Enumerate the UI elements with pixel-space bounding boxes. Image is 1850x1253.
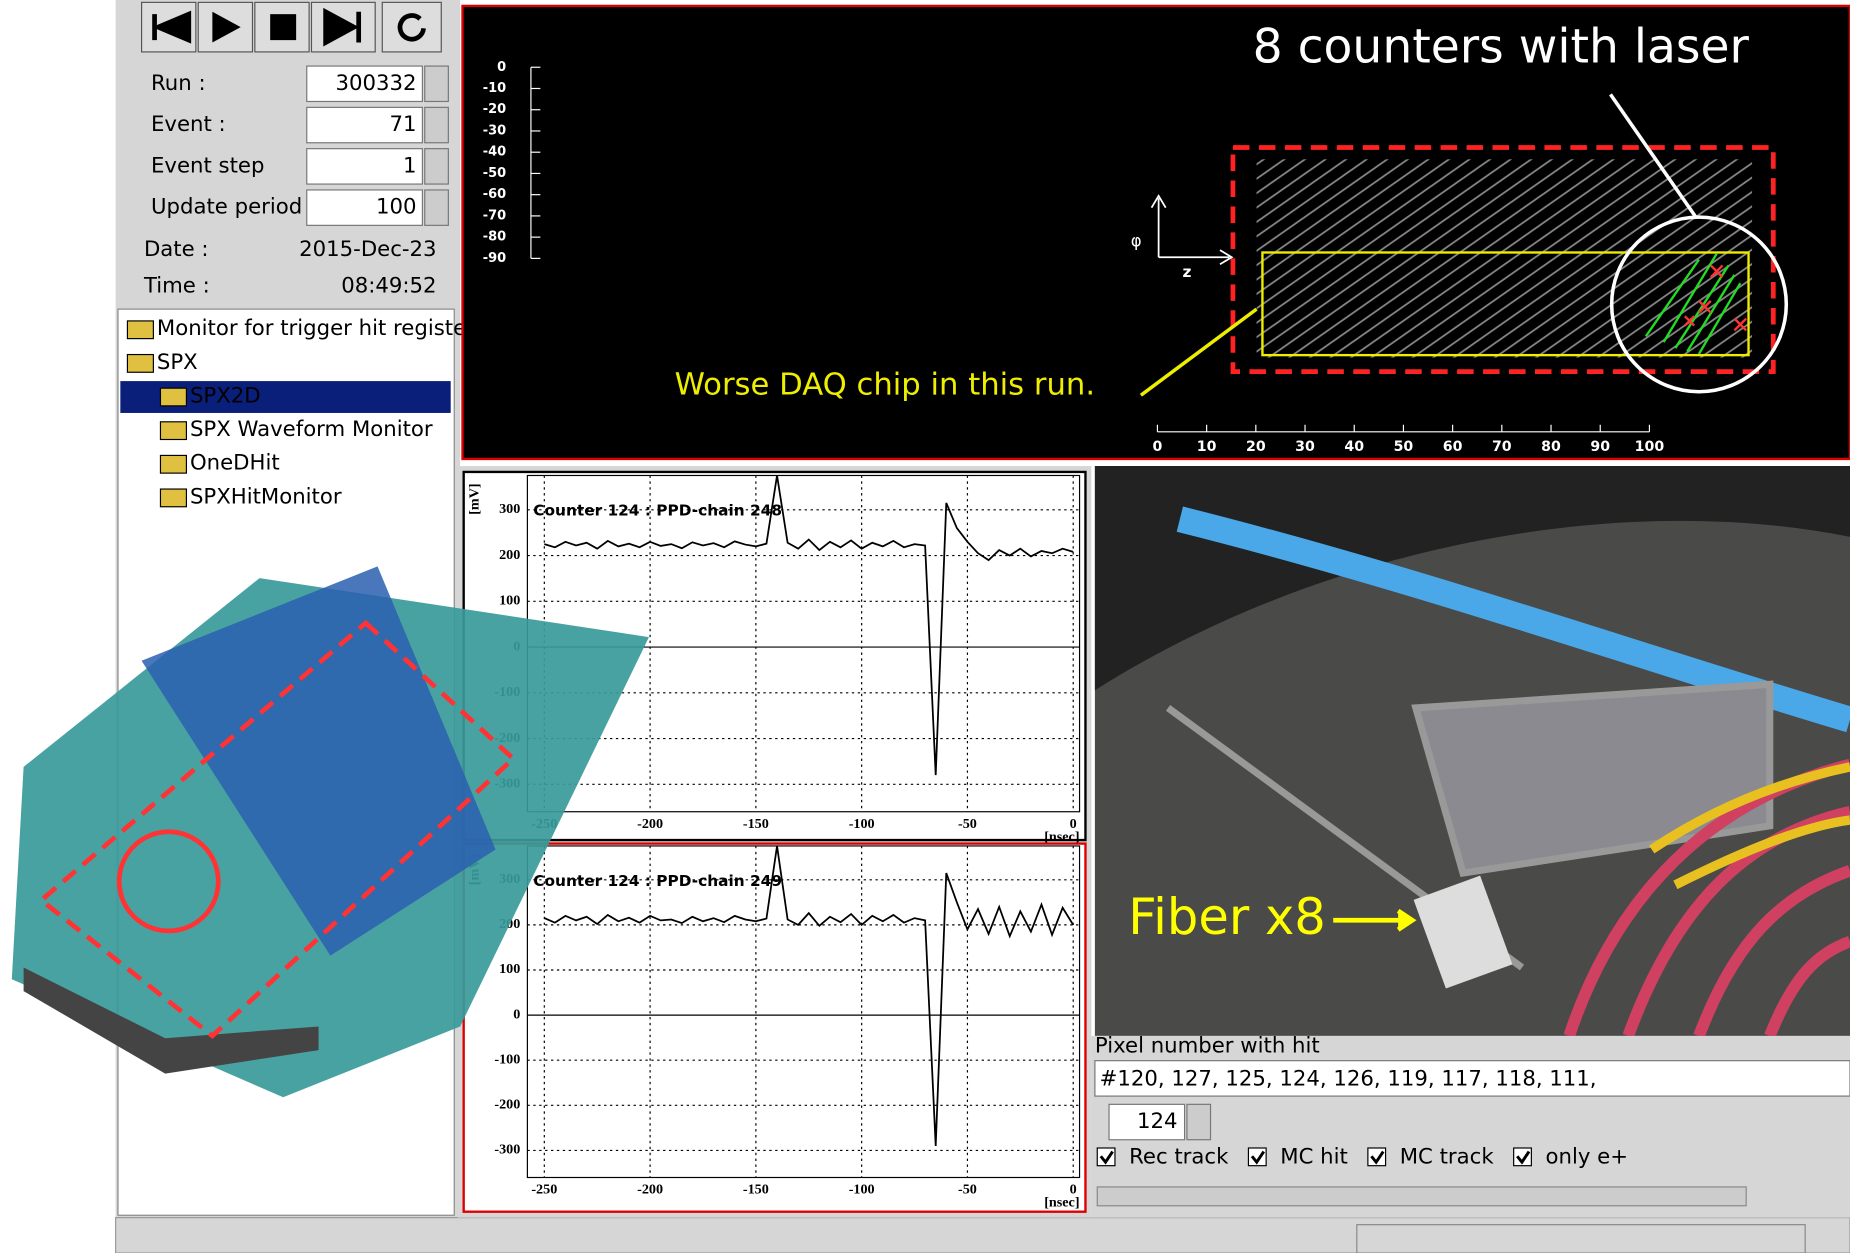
y-tick-label: -70 — [483, 208, 506, 223]
folder-icon — [160, 422, 186, 440]
y-tick-label: 100 — [499, 961, 520, 977]
x-tick-label: 80 — [1541, 439, 1561, 455]
control-label: Event : — [151, 112, 226, 137]
tree-item[interactable]: OneDHit — [190, 451, 280, 476]
x-tick-label: -100 — [849, 1182, 875, 1198]
x-tick-label: 30 — [1295, 439, 1315, 455]
phi-label: φ — [1131, 231, 1142, 250]
control-spin[interactable] — [425, 149, 449, 184]
info-value: 2015-Dec-23 — [299, 237, 436, 262]
x-tick-label: -50 — [958, 816, 977, 832]
x-tick-label: 20 — [1246, 439, 1266, 455]
control-spin[interactable] — [425, 66, 449, 101]
tree-item[interactable]: SPXHitMonitor — [190, 484, 342, 509]
x-tick-label: 0 — [1153, 439, 1163, 455]
folder-icon — [127, 355, 153, 373]
counter-spin[interactable] — [1187, 1104, 1211, 1139]
y-tick-label: -60 — [483, 187, 506, 202]
counter-value: 124 — [1137, 1109, 1178, 1134]
folder-icon — [127, 321, 153, 339]
tree-item[interactable]: Monitor for trigger hit register — [157, 316, 475, 341]
y-tick-label: -10 — [483, 81, 506, 96]
y-tick-label: -200 — [494, 1097, 520, 1113]
x-tick-label: -150 — [743, 1182, 769, 1198]
chart-title: Counter 124 : PPD-chain 249 — [533, 872, 782, 890]
x-tick-label: 10 — [1197, 439, 1217, 455]
x-tick-label: -200 — [637, 1182, 663, 1198]
z-label: z — [1182, 263, 1191, 281]
toolbar — [142, 2, 442, 52]
control-spin[interactable] — [425, 107, 449, 142]
x-tick-label: 100 — [1635, 439, 1665, 455]
scrollbar[interactable] — [1097, 1187, 1746, 1206]
y-tick-label: -30 — [483, 123, 506, 138]
control-value: 100 — [376, 195, 417, 220]
folder-icon — [160, 489, 186, 507]
x-tick-label: 50 — [1394, 439, 1414, 455]
y-tick-label: -20 — [483, 102, 506, 117]
y-tick-label: 200 — [499, 547, 520, 563]
x-tick-label: 60 — [1443, 439, 1463, 455]
pixel-list: #120, 127, 125, 124, 126, 119, 117, 118,… — [1100, 1067, 1597, 1092]
waveform-chart: 3002001000-100-200-300-250-200-150-100-5… — [464, 844, 1086, 1212]
page: Run : 300332 Event : 71 Event step 1 Update pe… — [0, 0, 1850, 1253]
checkbox-label[interactable]: MC track — [1400, 1144, 1495, 1169]
control-value: 1 — [403, 153, 417, 178]
control-spin[interactable] — [425, 190, 449, 225]
y-tick-label: -80 — [483, 230, 506, 245]
control-label: Run : — [151, 71, 206, 96]
checkbox-label[interactable]: Rec track — [1129, 1144, 1229, 1169]
stop-icon — [270, 14, 296, 40]
chart-frame — [464, 844, 1086, 1212]
reload-button[interactable] — [382, 2, 441, 52]
x-tick-label: -50 — [958, 1182, 977, 1198]
y-axis-label: [mV] — [467, 483, 483, 514]
x-tick-label: -100 — [849, 816, 875, 832]
control-value: 300332 — [335, 71, 416, 96]
hit-label: Pixel number with hit — [1095, 1034, 1320, 1059]
laser-note: 8 counters with laser — [1253, 20, 1750, 75]
fiber-note: Fiber x8 — [1128, 888, 1326, 946]
tree-item[interactable]: SPX2D — [190, 383, 261, 408]
y-tick-label: 300 — [499, 501, 520, 517]
y-tick-label: -90 — [483, 251, 506, 266]
y-tick-label: 0 — [513, 1006, 520, 1022]
info-value: 08:49:52 — [341, 274, 436, 299]
info-label: Date : — [144, 237, 209, 262]
chip-note: Worse DAQ chip in this run. — [675, 367, 1095, 402]
tree-item[interactable]: SPX — [157, 350, 198, 375]
chart-title: Counter 124 : PPD-chain 248 — [533, 501, 782, 519]
checkbox-label[interactable]: MC hit — [1280, 1144, 1348, 1169]
screen: Run : 300332 Event : 71 Event step 1 Update pe… — [0, 0, 1850, 1253]
folder-icon — [160, 455, 186, 473]
x-tick-label: -150 — [743, 816, 769, 832]
tree-item[interactable]: SPX Waveform Monitor — [190, 417, 433, 442]
x-tick-label: 90 — [1590, 439, 1610, 455]
x-tick-label: 70 — [1492, 439, 1512, 455]
hit-panel: Pixel number with hit #120, 127, 125, 12… — [1091, 1034, 1850, 1218]
y-tick-label: -100 — [494, 1051, 520, 1067]
control-value: 71 — [389, 112, 416, 137]
control-label: Update period — [151, 195, 302, 220]
x-tick-label: -200 — [637, 816, 663, 832]
y-tick-label: 100 — [499, 593, 520, 609]
control-label: Event step — [151, 153, 264, 178]
y-tick-label: 0 — [497, 60, 506, 75]
y-tick-label: -300 — [494, 1142, 520, 1158]
y-tick-label: -40 — [483, 145, 506, 160]
x-axis-label: [nsec] — [1044, 1195, 1079, 1211]
x-tick-label: 40 — [1344, 439, 1364, 455]
checkbox-label[interactable]: only e+ — [1546, 1144, 1628, 1169]
info-label: Time : — [143, 274, 210, 299]
photo: Fiber x8 — [1095, 466, 1850, 1036]
status-field — [1357, 1225, 1805, 1253]
y-tick-label: -50 — [483, 166, 506, 181]
x-tick-label: -250 — [531, 1182, 557, 1198]
folder-icon — [160, 388, 186, 406]
